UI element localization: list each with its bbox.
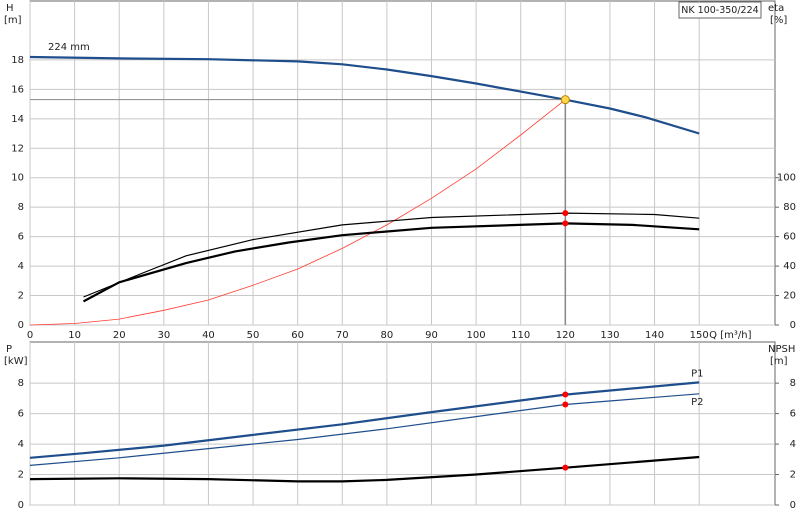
y2-tick-label: 0 bbox=[790, 320, 796, 331]
y2-tick-label: 0 bbox=[790, 500, 796, 511]
y-axis-label: H bbox=[6, 3, 14, 14]
series-label: 224 mm bbox=[48, 42, 90, 53]
chart-title: NK 100-350/224 bbox=[681, 5, 758, 16]
series-line bbox=[29, 455, 700, 483]
y2-tick-label: 8 bbox=[790, 378, 796, 389]
y2-axis-label: NPSH bbox=[768, 344, 795, 355]
x-tick-label: 20 bbox=[113, 330, 126, 341]
x-tick-label: 140 bbox=[645, 330, 664, 341]
x-tick-label: 80 bbox=[381, 330, 394, 341]
series-label: P2 bbox=[691, 397, 703, 408]
series-line bbox=[29, 393, 700, 466]
y-tick-label: 0 bbox=[18, 500, 24, 511]
series-label: P1 bbox=[691, 368, 703, 379]
y-tick-label: 2 bbox=[18, 470, 24, 481]
y-tick-label: 0 bbox=[18, 320, 24, 331]
y2-tick-label: 6 bbox=[790, 409, 796, 420]
y-tick-label: 12 bbox=[11, 143, 24, 154]
x-tick-label: 10 bbox=[68, 330, 81, 341]
y2-tick-label: 2 bbox=[790, 470, 796, 481]
y-tick-label: 14 bbox=[11, 114, 24, 125]
series-line bbox=[29, 381, 700, 459]
y2-tick-label: 80 bbox=[783, 202, 796, 213]
y2-tick-label: 40 bbox=[783, 261, 796, 272]
x-tick-label: 70 bbox=[336, 330, 349, 341]
x-tick-label: 120 bbox=[556, 330, 575, 341]
x-tick-label: 50 bbox=[247, 330, 260, 341]
y-tick-label: 18 bbox=[11, 55, 24, 66]
y2-axis-label: eta bbox=[768, 3, 784, 14]
y-tick-label: 6 bbox=[18, 409, 24, 420]
x-tick-label: 30 bbox=[157, 330, 170, 341]
title-box bbox=[678, 1, 762, 19]
x-tick-label: 150 bbox=[690, 330, 709, 341]
operating-point bbox=[562, 210, 569, 217]
y-axis-unit: [kW] bbox=[4, 356, 28, 367]
x-tick-label: 100 bbox=[467, 330, 486, 341]
x-tick-label: 130 bbox=[600, 330, 619, 341]
x-tick-label: 90 bbox=[425, 330, 438, 341]
y2-axis-unit: [m] bbox=[770, 356, 788, 367]
y2-tick-label: 4 bbox=[790, 439, 796, 450]
x-tick-label: 0 bbox=[27, 330, 33, 341]
y-tick-label: 6 bbox=[18, 232, 24, 243]
operating-point bbox=[562, 220, 569, 227]
operating-point bbox=[562, 401, 569, 408]
operating-point bbox=[562, 391, 569, 398]
y-axis-label: P bbox=[6, 344, 12, 355]
y-axis-unit: [m] bbox=[4, 15, 22, 26]
operating-point bbox=[562, 464, 569, 471]
series-line bbox=[82, 222, 700, 303]
y-tick-label: 8 bbox=[18, 378, 24, 389]
y2-tick-label: 100 bbox=[777, 173, 796, 184]
series-line bbox=[83, 212, 700, 298]
y-tick-label: 4 bbox=[18, 439, 24, 450]
y-tick-label: 10 bbox=[11, 173, 24, 184]
y2-tick-label: 60 bbox=[783, 232, 796, 243]
x-tick-label: 40 bbox=[202, 330, 215, 341]
x-tick-label: 110 bbox=[511, 330, 530, 341]
y-tick-label: 8 bbox=[18, 202, 24, 213]
y-tick-label: 2 bbox=[18, 291, 24, 302]
series-line bbox=[29, 99, 566, 326]
series-line bbox=[29, 55, 700, 135]
x-axis-label: Q [m³/h] bbox=[709, 330, 751, 341]
y2-tick-label: 20 bbox=[783, 291, 796, 302]
y-tick-label: 4 bbox=[18, 261, 24, 272]
x-tick-label: 60 bbox=[291, 330, 304, 341]
y2-axis-unit: [%] bbox=[770, 15, 787, 26]
operating-point bbox=[560, 95, 570, 105]
y-tick-label: 16 bbox=[11, 84, 24, 95]
